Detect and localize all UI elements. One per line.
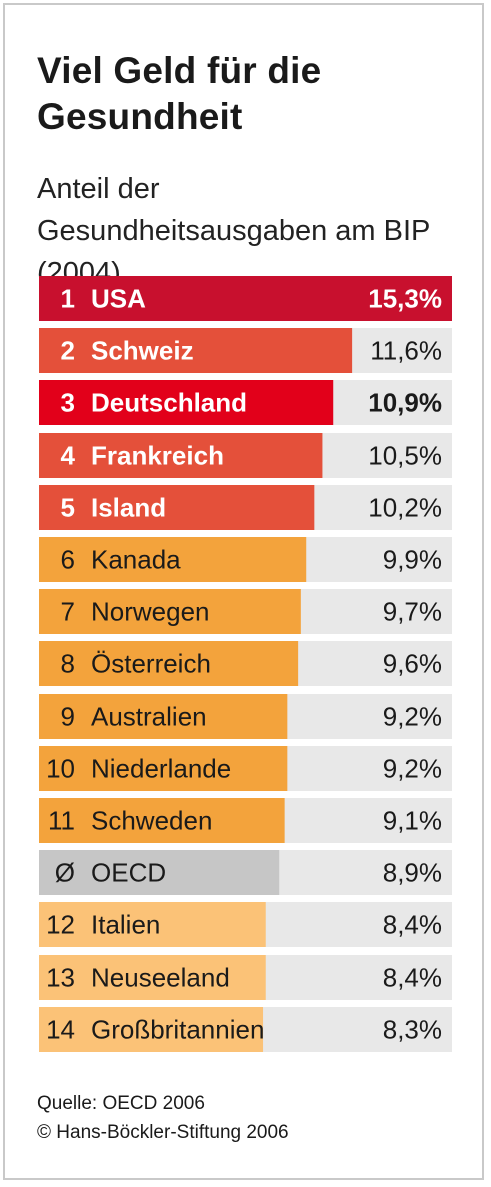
bar-value-label: 10,9% — [368, 388, 442, 418]
bar-row: 4 Frankreich 10,5% — [39, 433, 452, 478]
bar-row: 10 Niederlande 9,2% — [39, 746, 452, 791]
bar-rank-label: 10 — [46, 754, 75, 784]
bar-country-label: Niederlande — [91, 754, 231, 784]
bar-rank-label: 1 — [61, 284, 75, 314]
bar-rank-label: 12 — [46, 910, 75, 940]
bar — [39, 694, 288, 739]
bar-value-label: 9,6% — [383, 649, 442, 679]
bar-value-label: 8,4% — [383, 963, 442, 993]
chart-title: Viel Geld für die Gesundheit — [37, 50, 322, 137]
bar-country-label: Kanada — [91, 545, 181, 575]
bar-rank-label: 6 — [61, 545, 75, 575]
bar-value-label: 8,4% — [383, 910, 442, 940]
bar-rank-label: 4 — [61, 441, 76, 471]
bar-rank-label: 14 — [46, 1015, 75, 1045]
bar — [39, 380, 334, 425]
bar-rank-label: 3 — [61, 388, 75, 418]
bar-country-label: Norwegen — [91, 597, 210, 627]
bar-row: 3 Deutschland 10,9% — [39, 380, 452, 425]
bar-row: 1 USA 15,3% — [39, 276, 452, 321]
bar-country-label: Österreich — [91, 649, 211, 679]
bar-value-label: 9,2% — [383, 702, 442, 732]
bar-rank-label: Ø — [55, 858, 75, 888]
source-block: Quelle: OECD 2006 © Hans-Böckler-Stiftun… — [37, 1089, 289, 1147]
bar-row: 2 Schweiz 11,6% — [39, 328, 452, 373]
bar-value-label: 10,2% — [368, 493, 442, 523]
bar-value-label: 15,3% — [368, 284, 442, 314]
bar-row: 6 Kanada 9,9% — [39, 537, 452, 582]
bar-rank-label: 9 — [61, 702, 75, 732]
bar-row: 14 Großbritannien 8,3% — [39, 1007, 452, 1052]
bar — [39, 276, 452, 321]
bar — [39, 1007, 264, 1052]
bar — [39, 850, 280, 895]
bar-row: 5 Island 10,2% — [39, 485, 452, 530]
copyright-note: © Hans-Böckler-Stiftung 2006 — [37, 1122, 289, 1143]
bar-row: 12 Italien 8,4% — [39, 902, 452, 947]
bar-country-label: USA — [91, 284, 146, 314]
bar-value-label: 9,2% — [383, 754, 442, 784]
bar-row: 11 Schweden 9,1% — [39, 798, 452, 843]
bar-country-label: Deutschland — [91, 388, 247, 418]
bar-value-label: 9,9% — [383, 545, 442, 575]
bar-value-label: 10,5% — [368, 441, 442, 471]
bar-rank-label: 8 — [61, 649, 75, 679]
bar — [39, 902, 266, 947]
bar-rank-label: 7 — [61, 597, 75, 627]
bar-row: 13 Neuseeland 8,4% — [39, 955, 452, 1000]
bar-row: Ø OECD 8,9% — [39, 850, 452, 895]
bar-row: 8 Österreich 9,6% — [39, 641, 452, 686]
bar-rank-label: 13 — [46, 963, 75, 993]
bar-row: 9 Australien 9,2% — [39, 694, 452, 739]
bar-value-label: 9,7% — [383, 597, 442, 627]
bar-value-label: 9,1% — [383, 806, 442, 836]
bar-country-label: Italien — [91, 910, 160, 940]
bar — [39, 641, 299, 686]
bar-country-label: Großbritannien — [91, 1015, 264, 1045]
bar-country-label: Australien — [91, 702, 207, 732]
bar — [39, 537, 307, 582]
bar-country-label: Schweiz — [91, 336, 194, 366]
bar-value-label: 8,9% — [383, 858, 442, 888]
bar-country-label: OECD — [91, 858, 166, 888]
bar-value-label: 8,3% — [383, 1015, 442, 1045]
bar — [39, 746, 288, 791]
bar — [39, 485, 315, 530]
bar-rank-label: 5 — [61, 493, 75, 523]
source-note: Quelle: OECD 2006 — [37, 1093, 205, 1114]
bar — [39, 589, 301, 634]
bar-rank-label: 2 — [61, 336, 75, 366]
bar-country-label: Neuseeland — [91, 963, 230, 993]
bar — [39, 328, 353, 373]
bar-value-label: 11,6% — [370, 336, 442, 366]
bar-country-label: Frankreich — [91, 441, 224, 471]
bar — [39, 798, 285, 843]
bar-rank-label: 11 — [48, 806, 75, 836]
bar-row: 7 Norwegen 9,7% — [39, 589, 452, 634]
bar-chart: 1 USA 15,3% 2 Schweiz 11,6% 3 Deutschland 10,9% 4… — [39, 276, 452, 1052]
bar-country-label: Island — [91, 493, 166, 523]
bar — [39, 955, 266, 1000]
bar-country-label: Schweden — [91, 806, 212, 836]
bar — [39, 433, 323, 478]
